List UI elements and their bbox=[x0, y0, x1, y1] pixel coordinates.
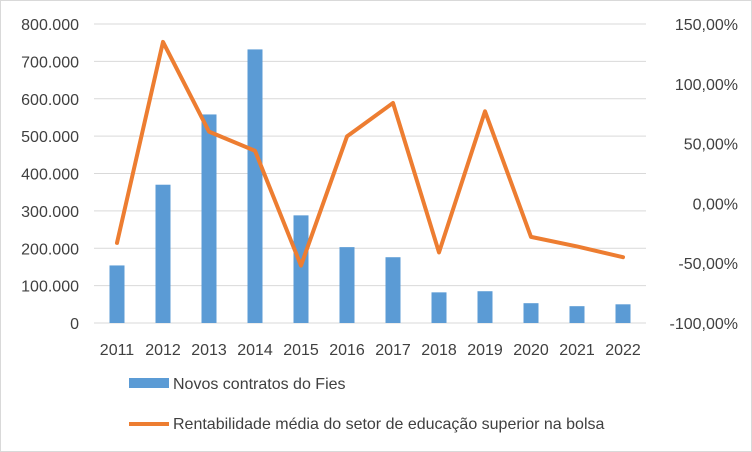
x-tick-label: 2016 bbox=[329, 342, 365, 359]
left-tick-label: 600.000 bbox=[21, 92, 79, 109]
x-tick-label: 2011 bbox=[100, 342, 135, 359]
bar-2018 bbox=[431, 292, 447, 323]
gridlines bbox=[94, 23, 646, 324]
x-tick-label: 2019 bbox=[467, 342, 503, 359]
legend-swatch-bars bbox=[129, 378, 169, 388]
bar-series bbox=[109, 49, 631, 323]
right-tick-label: 150,00% bbox=[675, 17, 738, 34]
left-tick-label: 200.000 bbox=[21, 241, 79, 258]
x-tick-label: 2018 bbox=[421, 342, 457, 359]
legend-label-line: Rentabilidade média do setor de educação… bbox=[173, 416, 605, 433]
x-tick-label: 2012 bbox=[145, 342, 181, 359]
right-tick-label: -100,00% bbox=[670, 316, 739, 333]
bar-2019 bbox=[477, 291, 493, 323]
left-tick-label: 0 bbox=[70, 316, 79, 333]
x-tick-label: 2017 bbox=[375, 342, 411, 359]
legend: Novos contratos do Fies Rentabilidade mé… bbox=[129, 376, 605, 433]
bar-2012 bbox=[155, 184, 171, 323]
bar-2016 bbox=[339, 247, 355, 323]
left-tick-label: 100.000 bbox=[21, 279, 79, 296]
x-tick-label: 2013 bbox=[191, 342, 227, 359]
line-series bbox=[115, 39, 625, 268]
bar-2015 bbox=[293, 215, 309, 323]
left-tick-label: 800.000 bbox=[21, 17, 79, 34]
right-tick-label: 100,00% bbox=[675, 77, 738, 94]
left-axis-ticks: 0 100.000 200.000 300.000 400.000 500.000 600.… bbox=[21, 17, 79, 333]
x-tick-label: 2021 bbox=[559, 342, 595, 359]
bar-2013 bbox=[201, 114, 217, 323]
right-tick-label: 50,00% bbox=[684, 137, 738, 154]
left-tick-label: 300.000 bbox=[21, 204, 79, 221]
x-tick-label: 2015 bbox=[283, 342, 319, 359]
x-tick-label: 2020 bbox=[513, 342, 549, 359]
x-tick-label: 2022 bbox=[605, 342, 641, 359]
right-axis-ticks: -100,00% -50,00% 0,00% 50,00% 100,00% 150,00% bbox=[670, 17, 739, 333]
bar-2021 bbox=[569, 306, 585, 323]
bar-2022 bbox=[615, 304, 631, 323]
line-path bbox=[115, 39, 625, 268]
bar-2017 bbox=[385, 257, 401, 323]
legend-label-bars: Novos contratos do Fies bbox=[173, 376, 346, 393]
right-tick-label: -50,00% bbox=[678, 256, 738, 273]
left-tick-label: 700.000 bbox=[21, 54, 79, 71]
bar-2020 bbox=[523, 303, 539, 323]
bar-2014 bbox=[247, 49, 263, 323]
left-tick-label: 500.000 bbox=[21, 129, 79, 146]
x-tick-label: 2014 bbox=[237, 342, 273, 359]
left-tick-label: 400.000 bbox=[21, 167, 79, 184]
right-tick-label: 0,00% bbox=[693, 196, 738, 213]
bar-2011 bbox=[109, 265, 125, 323]
x-axis-ticks: 2011 2012 2013 2014 2015 2016 2017 2018 2019 2020… bbox=[100, 342, 641, 359]
